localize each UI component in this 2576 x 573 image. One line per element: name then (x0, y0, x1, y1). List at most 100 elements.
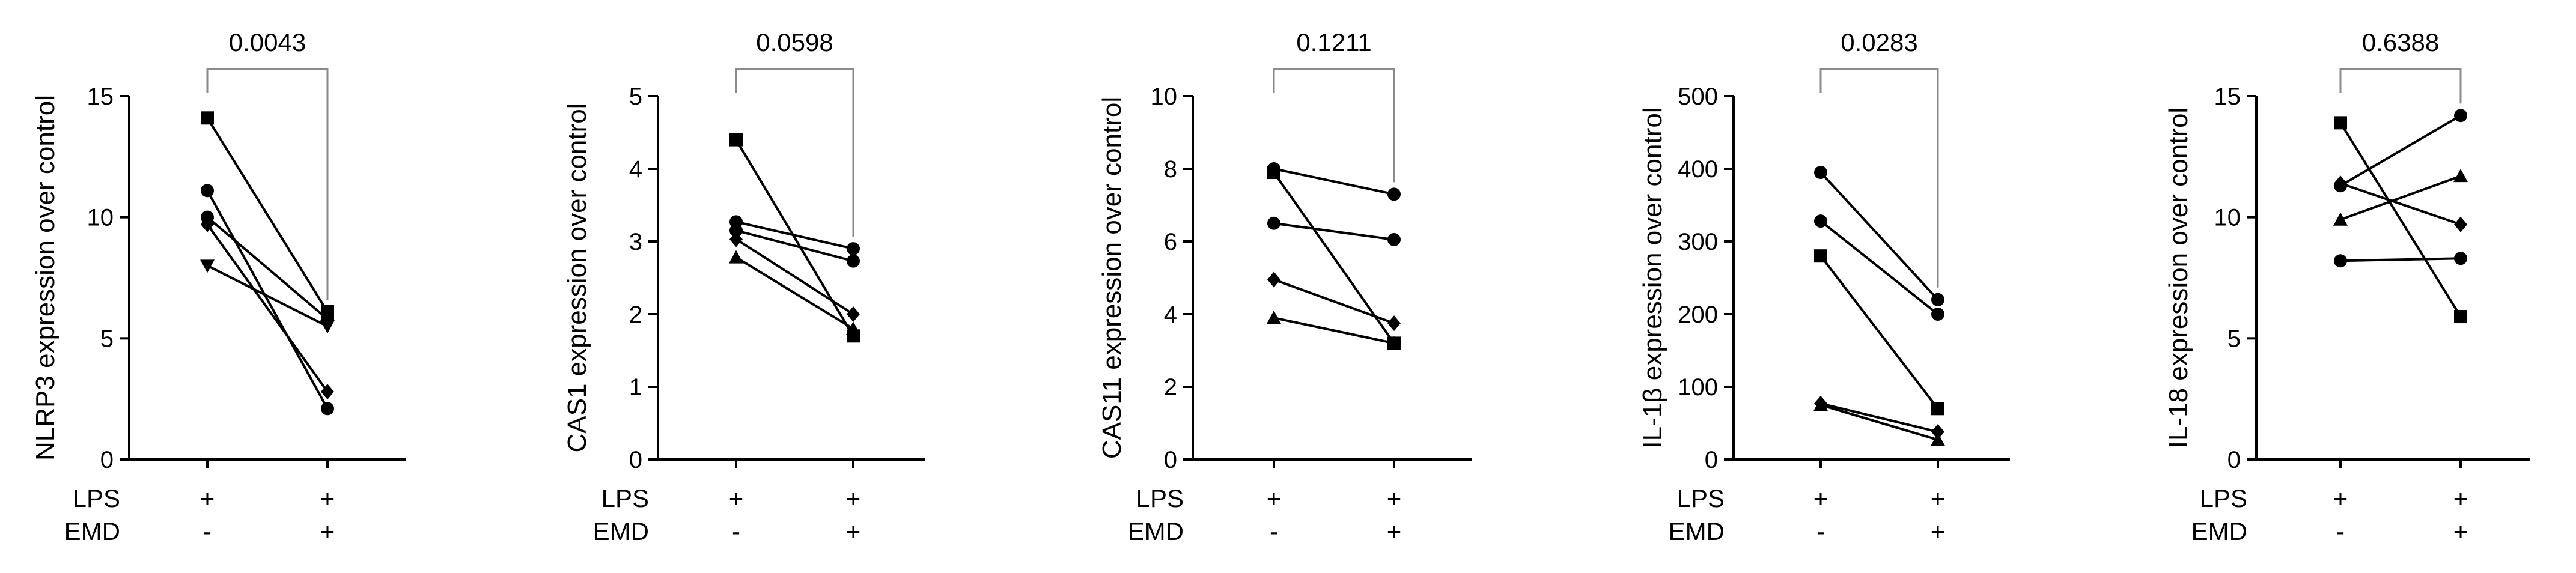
data-point-diamond (1387, 315, 1401, 332)
data-point-diamond (847, 306, 860, 322)
y-tick-label: 10 (87, 205, 114, 231)
y-tick-label: 0 (2227, 447, 2241, 473)
significance-bracket (2339, 68, 2462, 104)
y-tick-label: 0 (1705, 447, 1718, 473)
y-tick-label: 5 (100, 326, 114, 352)
pair-line (1820, 404, 1938, 441)
y-tick-label: 4 (629, 156, 642, 183)
y-tick-label: 6 (1164, 229, 1177, 255)
pair-line (2340, 182, 2461, 226)
y-tick-label: 5 (2227, 326, 2241, 352)
pair-line (1273, 278, 1395, 325)
data-point-circle (1814, 214, 1827, 228)
category-sign: - (2336, 517, 2345, 545)
pair-line (2340, 175, 2461, 221)
data-point-circle (201, 184, 214, 198)
data-point-square (1267, 166, 1280, 180)
panel-2: 0 1 2 3 4 5 CAS1 expression over control LPS + + E… (562, 28, 925, 545)
pair-line (735, 229, 854, 262)
pair-line (206, 190, 329, 410)
panel-4: 0 100 200 300 400 500 IL-1β expression over co… (1638, 28, 2010, 545)
row-label-lps: LPS (73, 484, 120, 512)
y-tick-label: 200 (1678, 302, 1718, 328)
data-point-diamond (321, 384, 334, 400)
pair-line (2339, 122, 2462, 318)
data-point-circle (847, 242, 860, 256)
significance-bracket (206, 68, 329, 300)
y-tick-label: 1 (629, 374, 642, 401)
significance-bracket (1273, 68, 1395, 183)
category-sign: + (1931, 484, 1946, 512)
data-point-diamond (2334, 175, 2347, 192)
pair-line (1819, 171, 1939, 301)
data-point-triangle (2453, 169, 2468, 183)
pair-line (206, 216, 329, 320)
pair-line (2339, 114, 2462, 187)
category-sign: + (2333, 484, 2348, 512)
data-point-diamond (729, 231, 743, 247)
data-point-circle (1931, 293, 1944, 306)
data-point-diamond (201, 216, 214, 232)
data-point-triangle (729, 250, 743, 264)
y-tick-label: 0 (100, 447, 114, 473)
y-tick-label: 4 (1164, 302, 1177, 328)
y-tick-label: 0 (1164, 447, 1177, 473)
row-label-emd: EMD (2191, 517, 2247, 545)
y-tick-label: 3 (629, 229, 642, 255)
category-sign: - (732, 517, 740, 545)
p-value-label: 0.0043 (229, 28, 306, 56)
category-sign: + (1387, 484, 1402, 512)
y-tick-label: 15 (87, 83, 114, 110)
pair-line (206, 223, 329, 393)
pair-line (1819, 255, 1939, 410)
data-point-square (729, 133, 743, 147)
y-axis-label: IL-18 expression over control (2164, 108, 2193, 448)
category-sign: + (200, 484, 215, 512)
pair-line (1820, 402, 1938, 433)
y-tick-label: 15 (2214, 83, 2241, 110)
data-point-square (1931, 402, 1944, 416)
y-tick-label: 2 (629, 302, 642, 328)
row-label-emd: EMD (1669, 517, 1725, 545)
category-sign: - (1816, 517, 1825, 545)
pair-line (1273, 222, 1395, 241)
data-point-square (2454, 310, 2467, 324)
pair-line (1273, 168, 1395, 196)
y-tick-label: 2 (1164, 374, 1177, 401)
y-tick-label: 5 (629, 83, 642, 110)
pair-line (735, 256, 854, 330)
data-point-triangle (1387, 336, 1401, 350)
data-point-triangle (846, 321, 860, 335)
pair-line (735, 139, 854, 337)
data-point-diamond (1931, 424, 1944, 440)
row-label-lps: LPS (1136, 484, 1184, 512)
data-point-circle (1931, 308, 1944, 321)
row-label-lps: LPS (2200, 484, 2247, 512)
panel-5: 0 5 10 15 IL-18 expression over control LPS + +… (2164, 28, 2530, 545)
data-point-circle (321, 402, 334, 416)
data-point-square (201, 111, 214, 125)
y-tick-label: 0 (629, 447, 642, 473)
category-sign: + (1931, 517, 1946, 545)
data-point-square (2334, 116, 2347, 130)
data-point-diamond (2454, 216, 2467, 232)
row-label-lps: LPS (601, 484, 649, 512)
category-sign: + (846, 484, 861, 512)
data-point-triangle (1267, 311, 1281, 324)
panel-3: 0 2 4 6 8 10 CAS11 expression over control LPS +… (1097, 28, 1472, 545)
category-sign: + (320, 517, 335, 545)
data-point-circle (2334, 254, 2347, 268)
category-sign: - (1270, 517, 1278, 545)
row-label-emd: EMD (1128, 517, 1184, 545)
pair-line (207, 264, 328, 327)
y-axis-label: IL-1β expression over control (1638, 107, 1667, 448)
data-point-triangle (1931, 432, 1945, 446)
data-point-circle (1387, 187, 1401, 201)
category-sign: + (2453, 517, 2468, 545)
p-value-label: 0.0283 (1841, 28, 1917, 56)
data-point-square (1814, 249, 1827, 263)
pair-line (1819, 220, 1939, 315)
category-sign: + (846, 517, 861, 545)
data-point-triangle-down (320, 320, 335, 334)
